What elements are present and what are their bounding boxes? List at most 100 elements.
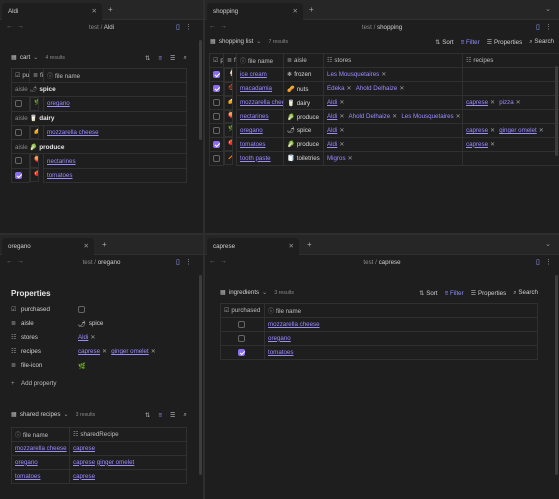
property-label[interactable]: purchased bbox=[21, 306, 50, 313]
store-link[interactable]: Aldi bbox=[78, 334, 89, 341]
file-link[interactable]: ice cream bbox=[240, 71, 267, 79]
recipes-cell[interactable] bbox=[462, 66, 559, 83]
recipe-link[interactable]: caprese bbox=[78, 348, 101, 355]
purchased-checkbox[interactable] bbox=[15, 157, 22, 165]
view-selector[interactable]: ▦ shared recipes ⌄ 3 results bbox=[11, 411, 95, 418]
more-options-icon[interactable]: ⋮ bbox=[544, 24, 552, 31]
recipe-link[interactable]: caprese bbox=[73, 472, 96, 480]
purchased-checkbox[interactable] bbox=[15, 128, 22, 136]
file-link[interactable]: mozzarella cheese bbox=[47, 129, 99, 136]
column-header-purchased[interactable]: ☑pu bbox=[209, 53, 224, 68]
remove-icon[interactable]: ✕ bbox=[490, 99, 496, 107]
purchased-checkbox[interactable] bbox=[213, 85, 220, 93]
stores-cell[interactable]: Aldi ✕ bbox=[323, 136, 463, 152]
recipe-link[interactable]: caprese bbox=[73, 444, 96, 452]
store-link[interactable]: Ahold Delhaize bbox=[355, 85, 398, 93]
aisle-cell[interactable]: 🧻 toiletries bbox=[283, 150, 324, 166]
stores-cell[interactable]: Aldi ✕ Ahold Delhaize ✕ Les Mousquetaires ✕ bbox=[323, 109, 463, 124]
column-header-file-icon[interactable]: ≣file bbox=[29, 68, 44, 83]
aisle-cell[interactable]: 🥬 produce bbox=[283, 109, 324, 124]
stores-cell[interactable]: Migros ✕ bbox=[323, 150, 463, 166]
column-header-file-name[interactable]: ⓘ file name bbox=[11, 427, 70, 442]
remove-icon[interactable]: ✕ bbox=[381, 71, 387, 79]
column-header-file-name[interactable]: ⓘ file name bbox=[43, 68, 187, 83]
column-header-file-icon[interactable]: ≣file bbox=[223, 53, 237, 68]
pane-divider[interactable] bbox=[0, 233, 559, 235]
recipe-link[interactable]: ginger omelet bbox=[499, 126, 537, 134]
column-header-stores[interactable]: ☷ stores bbox=[323, 53, 463, 68]
forward-icon[interactable]: → bbox=[220, 23, 227, 30]
tab-caprese[interactable]: caprese ✕ bbox=[207, 238, 299, 255]
back-icon[interactable]: ← bbox=[209, 258, 216, 265]
purchased-checkbox[interactable] bbox=[213, 112, 220, 120]
purchased-checkbox[interactable] bbox=[15, 100, 22, 108]
file-link[interactable]: oregano bbox=[268, 334, 291, 342]
aisle-cell[interactable]: 🥜 nuts bbox=[283, 81, 324, 97]
sort-icon[interactable]: ⇅ bbox=[145, 411, 151, 419]
remove-icon[interactable]: ✕ bbox=[90, 334, 96, 341]
purchased-checkbox[interactable] bbox=[213, 140, 220, 148]
property-label[interactable]: recipes bbox=[21, 348, 41, 355]
search-button[interactable]: ⌕ Search bbox=[529, 38, 554, 45]
more-options-icon[interactable]: ⋮ bbox=[184, 24, 192, 31]
breadcrumb-folder[interactable]: test bbox=[361, 24, 372, 31]
file-link[interactable]: tomatoes bbox=[47, 171, 73, 179]
recipe-link[interactable]: caprese bbox=[466, 126, 489, 134]
stores-cell[interactable]: Aldi ✕ bbox=[323, 122, 463, 138]
properties-icon[interactable]: ☰ bbox=[169, 411, 176, 419]
properties-button[interactable]: ☰ Properties bbox=[486, 38, 523, 46]
close-icon[interactable]: ✕ bbox=[288, 243, 294, 250]
tab-list-chevron-icon[interactable]: ⌄ bbox=[545, 241, 551, 248]
purchased-checkbox[interactable] bbox=[238, 334, 245, 342]
view-selector[interactable]: ▦ ingredients ⌄ 3 results bbox=[220, 289, 294, 296]
aisle-cell[interactable]: 🥛 dairy bbox=[283, 95, 324, 111]
close-icon[interactable]: ✕ bbox=[292, 8, 298, 15]
recipes-cell[interactable] bbox=[462, 109, 559, 124]
recipe-link[interactable]: ginger omelet bbox=[96, 458, 135, 466]
recipe-link[interactable]: caprese bbox=[73, 458, 96, 466]
search-icon[interactable]: ⌕ bbox=[183, 54, 187, 61]
recipes-cell[interactable]: caprese ✕ pizza ✕ bbox=[462, 95, 559, 111]
remove-icon[interactable]: ✕ bbox=[339, 99, 345, 107]
purchased-checkbox[interactable] bbox=[238, 348, 245, 356]
file-link[interactable]: mozzarella cheese bbox=[15, 444, 67, 452]
forward-icon[interactable]: → bbox=[220, 258, 227, 265]
forward-icon[interactable]: → bbox=[17, 23, 24, 30]
scrollbar[interactable] bbox=[199, 275, 202, 475]
tab-aldi[interactable]: Aldi ✕ bbox=[2, 3, 102, 20]
purchased-checkbox[interactable] bbox=[213, 126, 220, 134]
remove-icon[interactable]: ✕ bbox=[455, 113, 461, 120]
forward-icon[interactable]: → bbox=[17, 258, 24, 265]
more-options-icon[interactable]: ⋮ bbox=[544, 259, 552, 266]
breadcrumb-folder[interactable]: test bbox=[88, 24, 99, 31]
back-icon[interactable]: ← bbox=[6, 258, 13, 265]
store-link[interactable]: Les Mousquetaires bbox=[327, 71, 380, 79]
scrollbar[interactable] bbox=[199, 40, 202, 140]
add-property-button[interactable]: + Add property bbox=[11, 377, 56, 390]
aisle-cell[interactable]: ❄ frozen bbox=[283, 66, 324, 83]
stores-cell[interactable]: Edeka ✕ Ahold Delhaize ✕ bbox=[323, 81, 463, 97]
aisle-cell[interactable]: 🥬 produce bbox=[283, 136, 324, 152]
remove-icon[interactable]: ✕ bbox=[339, 113, 345, 120]
reading-mode-icon[interactable]: ▯ ⋮ bbox=[536, 259, 552, 266]
tab-list-chevron-icon[interactable]: ⌄ bbox=[545, 6, 551, 13]
recipe-link[interactable]: pizza bbox=[499, 99, 514, 107]
reading-mode-icon[interactable]: ▯ ⋮ bbox=[536, 24, 552, 31]
property-value[interactable]: spice bbox=[88, 320, 104, 327]
stores-cell[interactable]: Les Mousquetaires ✕ bbox=[323, 66, 463, 83]
file-link[interactable]: mozzarella cheese bbox=[240, 99, 283, 107]
search-icon[interactable]: ⌕ bbox=[183, 411, 187, 418]
remove-icon[interactable]: ✕ bbox=[339, 126, 345, 134]
column-header-aisle[interactable]: ≣ aisle bbox=[283, 53, 324, 68]
close-icon[interactable]: ✕ bbox=[83, 243, 89, 250]
filter-icon[interactable]: ≡ bbox=[158, 54, 162, 62]
remove-icon[interactable]: ✕ bbox=[339, 140, 345, 148]
recipes-cell[interactable] bbox=[462, 150, 559, 166]
column-header-recipes[interactable]: ☷ recipes bbox=[462, 53, 559, 68]
column-header-file-name[interactable]: ⓘ file name bbox=[236, 53, 284, 68]
file-link[interactable]: tomatoes bbox=[240, 140, 266, 148]
file-link[interactable]: macadamia bbox=[240, 85, 272, 93]
file-link[interactable]: tomatoes bbox=[15, 472, 41, 480]
recipes-cell[interactable]: caprese ✕ ginger omelet ✕ bbox=[462, 122, 559, 138]
filter-button[interactable]: ≡ Filter bbox=[444, 289, 464, 297]
